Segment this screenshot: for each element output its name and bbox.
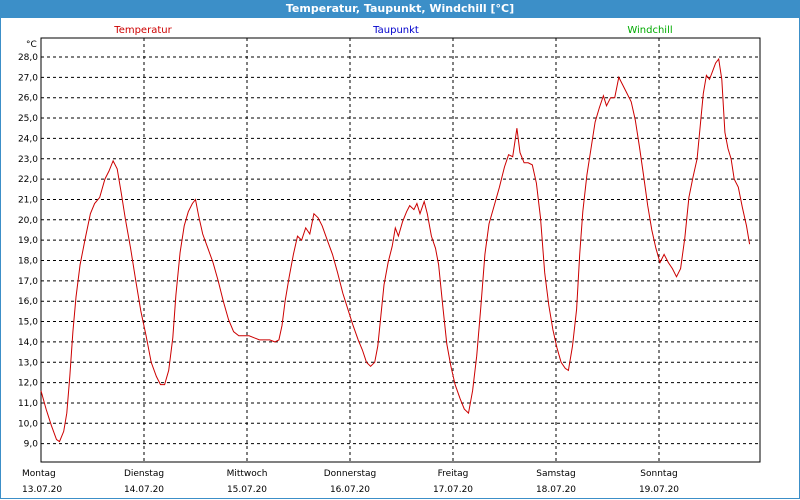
y-tick-label: 11,0	[18, 399, 38, 409]
y-tick-label: 10,0	[18, 419, 38, 429]
x-tick-day: Freitag	[438, 469, 469, 479]
y-tick-label: 14,0	[18, 338, 38, 348]
x-tick-day: Dienstag	[124, 469, 164, 479]
x-tick-day: Sonntag	[640, 469, 677, 479]
chart-title: Temperatur, Taupunkt, Windchill [°C]	[0, 0, 800, 18]
x-tick-date: 19.07.20	[639, 485, 679, 495]
x-tick-date: 18.07.20	[536, 485, 576, 495]
y-tick-label: 24,0	[18, 134, 38, 144]
y-tick-label: 27,0	[18, 73, 38, 83]
legend-taupunkt: Taupunkt	[372, 25, 419, 36]
y-tick-label: 9,0	[24, 440, 39, 450]
y-tick-label: 26,0	[18, 94, 38, 104]
x-tick-date: 16.07.20	[330, 485, 370, 495]
series-line-temperatur	[40, 57, 751, 443]
y-tick-label: 21,0	[18, 195, 38, 205]
plot-border	[40, 37, 761, 463]
x-tick-day: Donnerstag	[324, 469, 377, 479]
y-tick-label: 16,0	[18, 297, 38, 307]
x-tick-day: Montag	[22, 469, 56, 479]
x-tick-date: 17.07.20	[433, 485, 473, 495]
x-tick-date: 13.07.20	[22, 485, 62, 495]
y-tick-label: 15,0	[18, 318, 38, 328]
y-tick-label: 25,0	[18, 114, 38, 124]
y-tick-label: 22,0	[18, 175, 38, 185]
x-tick-day: Samstag	[536, 469, 575, 479]
y-axis-unit: °C	[26, 40, 37, 50]
legend-temperatur: Temperatur	[113, 25, 172, 36]
y-tick-label: 17,0	[18, 277, 38, 287]
y-tick-label: 18,0	[18, 257, 38, 267]
y-tick-label: 28,0	[18, 53, 38, 63]
y-tick-label: 19,0	[18, 236, 38, 246]
y-tick-label: 23,0	[18, 155, 38, 165]
legend-windchill: Windchill	[627, 25, 672, 36]
x-tick-date: 15.07.20	[227, 485, 267, 495]
x-tick-date: 14.07.20	[124, 485, 164, 495]
x-tick-day: Mittwoch	[227, 469, 268, 479]
y-tick-label: 12,0	[18, 379, 38, 389]
y-tick-label: 13,0	[18, 358, 38, 368]
y-tick-label: 20,0	[18, 216, 38, 226]
